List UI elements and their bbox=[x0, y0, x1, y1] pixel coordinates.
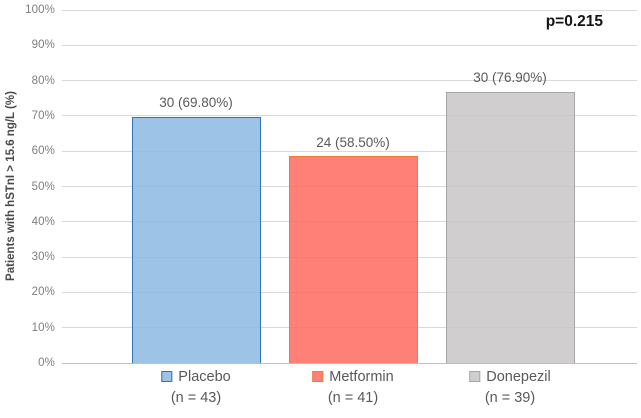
y-axis-tick-label: 60% bbox=[31, 145, 55, 158]
legend-swatch-icon bbox=[312, 371, 324, 382]
p-value-annotation: p=0.215 bbox=[545, 13, 603, 30]
category-n-label: (n = 41) bbox=[327, 390, 379, 406]
y-axis-tick-label: 40% bbox=[31, 215, 55, 228]
gridline-100 bbox=[62, 9, 637, 11]
gridline-60 bbox=[62, 150, 637, 152]
gridline-70 bbox=[62, 115, 637, 117]
y-axis-tick-label: 70% bbox=[31, 109, 55, 122]
category-name: Metformin bbox=[329, 369, 394, 385]
category-name-row: Placebo bbox=[161, 369, 231, 386]
category-n-label: (n = 43) bbox=[170, 390, 222, 406]
data-label-placebo: 30 (69.80%) bbox=[159, 94, 233, 110]
data-label-donepezil: 30 (76.90%) bbox=[473, 69, 547, 85]
bar-donepezil bbox=[445, 91, 575, 363]
category-name: Placebo bbox=[178, 369, 231, 385]
y-axis-tick-label: 0% bbox=[38, 357, 55, 369]
category-name-row: Metformin bbox=[312, 369, 394, 386]
category-name-row: Donepezil bbox=[469, 369, 551, 386]
gridline-90 bbox=[62, 44, 637, 46]
category-label-metformin: Metformin (n = 41) bbox=[312, 369, 394, 406]
category-name: Donepezil bbox=[486, 369, 551, 385]
legend-swatch-icon bbox=[469, 371, 481, 382]
category-label-placebo: Placebo (n = 43) bbox=[161, 369, 231, 406]
category-n-label: (n = 39) bbox=[484, 390, 536, 406]
y-axis-tick-label: 80% bbox=[31, 74, 55, 87]
y-axis-tick-label: 90% bbox=[31, 39, 55, 52]
legend-swatch-icon bbox=[161, 371, 173, 382]
y-axis-tick-label: 100% bbox=[25, 4, 55, 16]
x-axis-line bbox=[62, 363, 637, 364]
y-axis-tick-label: 30% bbox=[31, 251, 55, 264]
bar-metformin bbox=[288, 156, 418, 363]
bar-placebo bbox=[131, 116, 261, 363]
y-axis-tick-label: 10% bbox=[31, 321, 55, 334]
data-label-metformin: 24 (58.50%) bbox=[316, 134, 390, 150]
category-label-donepezil: Donepezil (n = 39) bbox=[469, 369, 551, 406]
y-axis-tick-label: 20% bbox=[31, 286, 55, 299]
gridline-80 bbox=[62, 80, 637, 82]
y-axis-tick-label: 50% bbox=[31, 180, 55, 193]
